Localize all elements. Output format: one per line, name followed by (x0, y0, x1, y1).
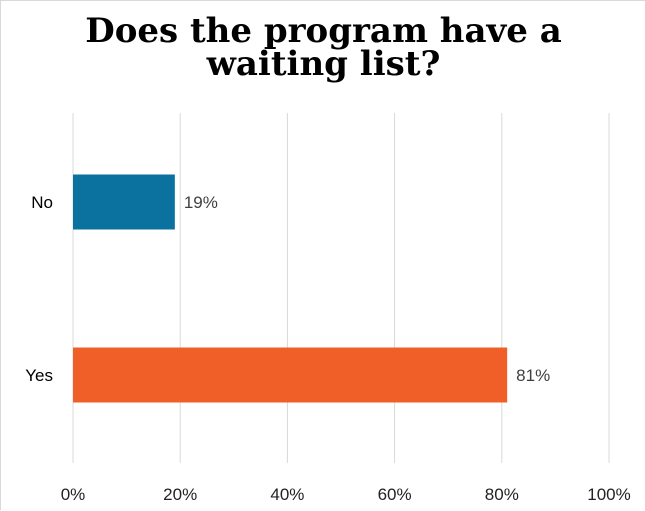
chart-title: Does the program have a waiting list? (1, 11, 645, 84)
x-tick-label-60: 60% (378, 485, 412, 504)
chart-title-line-2: waiting list? (206, 44, 441, 84)
x-tick-label-80: 80% (485, 485, 519, 504)
x-tick-label-0: 0% (61, 485, 86, 504)
category-label-no: No (31, 193, 53, 212)
bar-no (73, 174, 175, 230)
chart-title-line-1: Does the program have a (85, 11, 562, 51)
x-tick-label-20: 20% (163, 485, 197, 504)
data-label-yes: 81% (516, 366, 550, 385)
bar-yes (73, 347, 508, 403)
data-label-no: 19% (184, 193, 218, 212)
x-tick-label-100: 100% (587, 485, 630, 504)
category-label-yes: Yes (25, 366, 53, 385)
x-tick-label-40: 40% (270, 485, 304, 504)
